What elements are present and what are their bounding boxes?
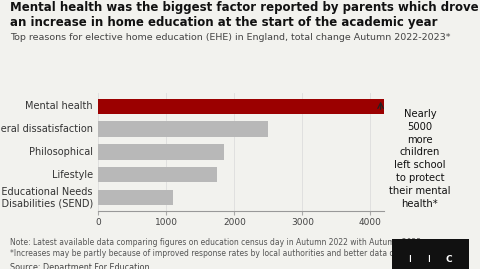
Text: B: B — [427, 255, 434, 264]
Text: Nearly
5000
more
children
left school
to protect
their mental
health*: Nearly 5000 more children left school to… — [389, 109, 451, 208]
Text: an increase in home education at the start of the academic year: an increase in home education at the sta… — [10, 16, 437, 29]
Bar — [98, 190, 173, 205]
Bar — [98, 167, 217, 182]
Text: *Increases may be partly because of improved response rates by local authorities: *Increases may be partly because of impr… — [10, 249, 417, 258]
Text: C: C — [446, 255, 453, 264]
Bar — [98, 122, 268, 137]
Bar — [98, 144, 224, 160]
Text: Note: Latest available data comparing figures on education census day in Autumn : Note: Latest available data comparing fi… — [10, 238, 423, 247]
Text: Top reasons for elective home education (EHE) in England, total change Autumn 20: Top reasons for elective home education … — [10, 33, 450, 42]
Text: Mental health was the biggest factor reported by parents which drove: Mental health was the biggest factor rep… — [10, 1, 478, 14]
Text: B: B — [408, 255, 415, 264]
Bar — [98, 99, 425, 114]
Text: Source: Department For Education: Source: Department For Education — [10, 263, 149, 269]
